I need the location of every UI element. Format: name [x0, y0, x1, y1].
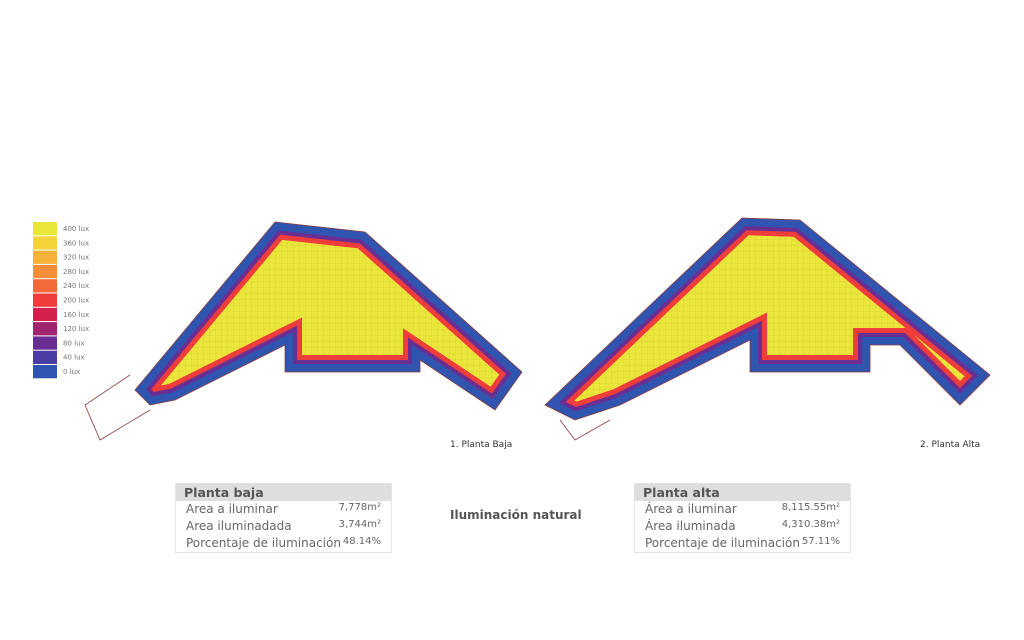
plan-alta	[545, 218, 990, 420]
center-title: Iluminación natural	[450, 508, 582, 522]
cell-label: Area a iluminar	[186, 502, 278, 516]
legend-swatch	[33, 365, 57, 379]
table-row: Área iluminada 4,310.38m²	[635, 518, 850, 535]
legend-swatch	[33, 307, 57, 322]
table-row: Area a iluminar 7,778m²	[176, 501, 391, 518]
legend-label: 320 lux	[63, 254, 89, 262]
legend-label: 40 lux	[63, 354, 85, 362]
cell-value: 57.11%	[801, 536, 840, 547]
legend-swatch	[33, 222, 57, 236]
plan-label: 1. Planta Baja	[450, 440, 512, 450]
legend-label: 120 lux	[63, 325, 89, 333]
legend-label: 280 lux	[63, 268, 89, 276]
legend-label: 160 lux	[63, 311, 89, 319]
cell-label: Area iluminadada	[186, 519, 292, 533]
cell-label: Área iluminada	[645, 519, 736, 533]
cell-value: 3,744m²	[338, 519, 381, 530]
legend-swatch	[33, 279, 57, 293]
plan-baja	[135, 222, 522, 410]
table-title: Planta baja	[176, 484, 391, 501]
legend-swatch	[33, 236, 57, 250]
legend-swatch	[33, 336, 57, 350]
summary-table: Planta baja Area a iluminar 7,778m² Area il…	[175, 483, 392, 553]
legend-swatch	[33, 293, 57, 307]
cell-label: Porcentaje de iluminación	[645, 536, 800, 550]
legend-label: 240 lux	[63, 282, 89, 290]
table-row: Area iluminadada 3,744m²	[176, 518, 391, 535]
table-title: Planta alta	[635, 484, 850, 501]
table-row: Área a iluminar 8,115.55m²	[635, 501, 850, 518]
cell-label: Área a iluminar	[645, 502, 737, 516]
table-row: Porcentaje de iluminación 57.11%	[635, 535, 850, 552]
legend-label: 360 lux	[63, 239, 89, 247]
legend-label: 200 lux	[63, 297, 89, 305]
cell-value: 7,778m²	[338, 502, 381, 513]
plan-label: 2. Planta Alta	[920, 440, 980, 450]
summary-table: Planta alta Área a iluminar 8,115.55m² Área…	[634, 483, 851, 553]
legend-label: 80 lux	[63, 339, 85, 347]
legend-label: 400 lux	[63, 225, 89, 233]
legend-swatch	[33, 322, 57, 336]
cell-value: 48.14%	[342, 536, 381, 547]
cell-value: 8,115.55m²	[781, 502, 840, 513]
outline	[84, 217, 991, 441]
legend-swatch	[33, 264, 57, 279]
legend-swatch	[33, 250, 57, 264]
cell-label: Porcentaje de iluminación	[186, 536, 341, 550]
cell-value: 4,310.38m²	[781, 519, 840, 530]
legend-swatch	[33, 350, 57, 364]
legend-label: 0 lux	[63, 368, 80, 376]
table-row: Porcentaje de iluminación 48.14%	[176, 535, 391, 552]
